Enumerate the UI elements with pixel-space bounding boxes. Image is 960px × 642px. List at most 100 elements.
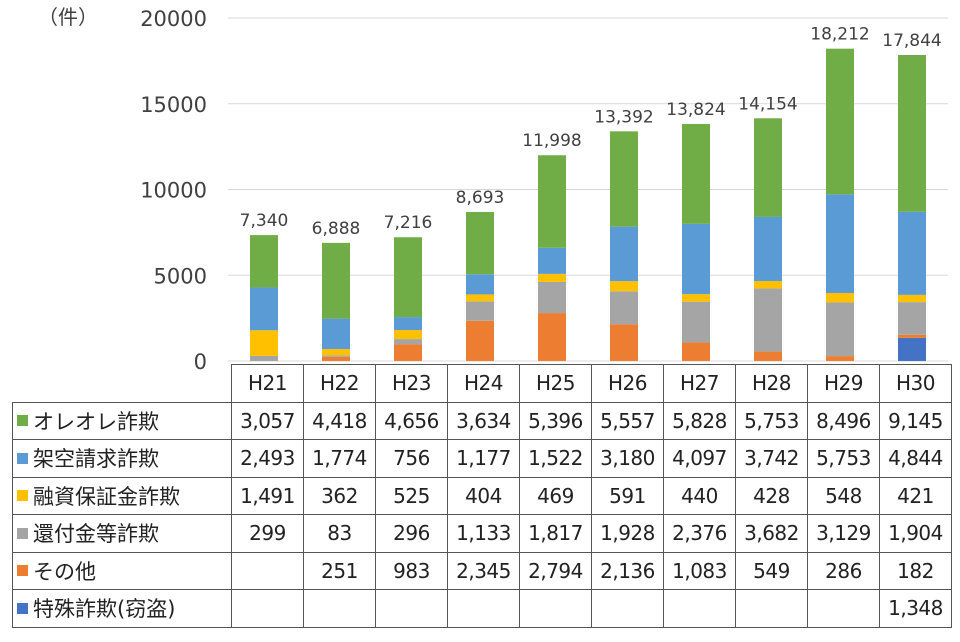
table-cell: 440	[663, 476, 736, 515]
bar-segment	[898, 211, 926, 295]
table-cell: 548	[807, 476, 880, 515]
bar-segment	[250, 330, 278, 356]
legend-swatch	[17, 602, 28, 614]
table-cell: 469	[519, 476, 592, 515]
table-cell: 5,753	[735, 401, 808, 440]
table-cell: 182	[879, 551, 952, 590]
table-cell: 2,794	[519, 551, 592, 590]
bar-segment	[394, 344, 422, 361]
legend-label: 特殊詐欺(窃盗)	[33, 597, 176, 622]
table-cell: 1,774	[303, 439, 376, 478]
category-label: H28	[735, 364, 808, 403]
table-cell: 3,057	[231, 401, 304, 440]
bar-segment	[898, 54, 926, 212]
table-cell: 2,376	[663, 514, 736, 553]
table-cell: 1,083	[663, 551, 736, 590]
table-cell	[447, 589, 520, 628]
table-row: 特殊詐欺(窃盗) 1,348	[12, 589, 952, 628]
table-cell: 1,522	[519, 439, 592, 478]
table-cell: 404	[447, 476, 520, 515]
bar-segment	[538, 281, 566, 314]
table-cell	[591, 589, 664, 628]
bar-segment	[754, 288, 782, 352]
legend-label: その他	[33, 559, 96, 584]
bar-segment	[898, 294, 926, 303]
bar-segment	[682, 294, 710, 302]
legend-entry: 還付金等詐欺	[12, 514, 232, 553]
legend-swatch	[17, 527, 28, 539]
table-cell: 549	[735, 551, 808, 590]
bar-segment	[610, 131, 638, 227]
table-cell	[375, 589, 448, 628]
bar-segment	[394, 339, 422, 345]
bar-segment	[682, 342, 710, 361]
table-cell	[231, 551, 304, 590]
bar-total-label: 7,216	[384, 213, 433, 233]
bar-segment	[754, 351, 782, 361]
bar-total-label: 13,824	[666, 100, 725, 120]
table-cell: 4,656	[375, 401, 448, 440]
legend-entry: 特殊詐欺(窃盗)	[12, 589, 232, 628]
table-cell: 1,348	[879, 589, 952, 628]
bar-total-label: 13,392	[594, 107, 653, 127]
category-label: H22	[303, 364, 376, 403]
category-label: H29	[807, 364, 880, 403]
table-cell: 1,133	[447, 514, 520, 553]
bar-segment	[898, 334, 926, 338]
y-tick-label: 10000	[140, 179, 207, 203]
table-cell: 9,145	[879, 401, 952, 440]
bar-segment	[322, 242, 350, 319]
category-label: H23	[375, 364, 448, 403]
table-cell: 3,742	[735, 439, 808, 478]
table-cell: 591	[591, 476, 664, 515]
legend-label: 還付金等詐欺	[33, 522, 159, 547]
bar-segment	[682, 223, 710, 295]
bar-segment	[754, 281, 782, 289]
table-cell: 1,177	[447, 439, 520, 478]
bar-total-label: 11,998	[522, 131, 581, 151]
bar-segment	[754, 216, 782, 282]
bar-segment	[538, 247, 566, 274]
bar-segment	[610, 324, 638, 361]
table-cell: 286	[807, 551, 880, 590]
bar-total-label: 18,212	[810, 25, 869, 45]
table-cell: 2,345	[447, 551, 520, 590]
bar-segment	[826, 194, 854, 294]
table-cell: 421	[879, 476, 952, 515]
legend-label: オレオレ詐欺	[33, 409, 159, 434]
bar-segment	[322, 349, 350, 356]
legend-swatch	[17, 415, 28, 427]
bar-total-label: 7,340	[240, 211, 289, 231]
category-label: H25	[519, 364, 592, 403]
table-row: その他 251 983 2,345 2,794 2,136 1,083 549 286 182	[12, 551, 952, 590]
table-cell: 1,904	[879, 514, 952, 553]
bar-segment	[466, 301, 494, 321]
bar-segment	[538, 313, 566, 361]
bar-segment	[826, 48, 854, 195]
table-corner	[12, 364, 232, 403]
table-cell: 1,491	[231, 476, 304, 515]
bar-segment	[250, 235, 278, 288]
table-cell: 756	[375, 439, 448, 478]
category-header-row: H21 H22 H23 H24 H25 H26 H27 H28 H29 H30	[12, 364, 952, 403]
bar-segment	[898, 302, 926, 335]
table-cell: 299	[231, 514, 304, 553]
table-cell: 4,844	[879, 439, 952, 478]
table-cell	[231, 589, 304, 628]
data-table: H21 H22 H23 H24 H25 H26 H27 H28 H29 H30 オレオレ詐欺 3,0…	[12, 364, 952, 628]
table-cell: 296	[375, 514, 448, 553]
bar-segment	[322, 355, 350, 357]
bar-segment	[250, 287, 278, 331]
bar-total-label: 6,888	[312, 219, 361, 239]
bar-total-label: 8,693	[456, 188, 505, 208]
table-cell: 2,493	[231, 439, 304, 478]
category-label: H30	[879, 364, 952, 403]
category-label: H21	[231, 364, 304, 403]
table-cell: 5,828	[663, 401, 736, 440]
table-cell: 3,129	[807, 514, 880, 553]
legend-label: 架空請求詐欺	[33, 447, 159, 472]
table-cell: 362	[303, 476, 376, 515]
bar-segment	[826, 293, 854, 303]
bar-segment	[466, 274, 494, 295]
legend-entry: その他	[12, 551, 232, 590]
